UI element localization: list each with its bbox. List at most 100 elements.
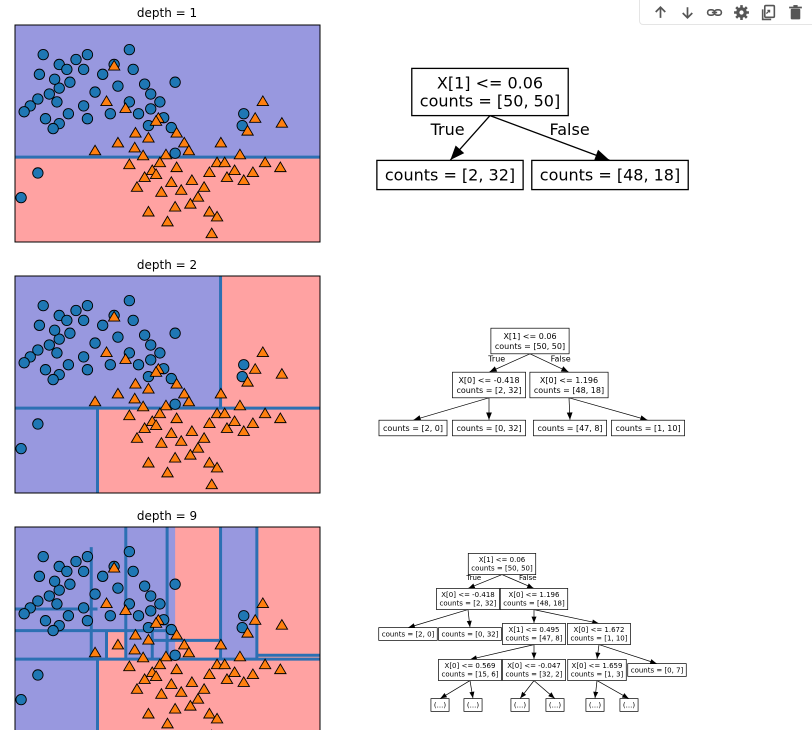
tree-node-text: counts = [1, 10] bbox=[615, 424, 680, 433]
copy-button[interactable] bbox=[758, 2, 779, 23]
point-class-0 bbox=[127, 565, 139, 578]
point-class-1 bbox=[170, 628, 184, 640]
point-class-0 bbox=[154, 96, 166, 108]
move-up-icon bbox=[655, 5, 666, 18]
point-class-1 bbox=[149, 168, 163, 179]
point-class-0 bbox=[32, 669, 44, 681]
point-class-1 bbox=[210, 461, 224, 473]
point-class-1 bbox=[100, 597, 113, 608]
point-class-0 bbox=[47, 624, 59, 637]
point-class-1 bbox=[138, 673, 152, 684]
point-class-1 bbox=[138, 171, 152, 182]
tree-node-text: (...) bbox=[467, 701, 479, 709]
point-class-0 bbox=[61, 565, 73, 578]
tree-edge-arrowhead bbox=[593, 691, 599, 699]
point-class-0 bbox=[77, 314, 90, 327]
tree-node-text: X[0] <= 1.196 bbox=[540, 376, 598, 385]
point-class-1 bbox=[154, 436, 168, 448]
point-class-1 bbox=[141, 131, 155, 143]
region-class-0 bbox=[220, 527, 257, 660]
point-class-1 bbox=[141, 633, 155, 645]
tree-node-text: counts = [0, 7] bbox=[631, 666, 684, 674]
move-up-button[interactable] bbox=[650, 2, 671, 23]
edge-label-false: False bbox=[519, 574, 537, 582]
point-class-0 bbox=[49, 324, 61, 336]
point-class-1 bbox=[202, 417, 216, 429]
point-class-0 bbox=[33, 570, 46, 582]
point-class-1 bbox=[233, 148, 247, 160]
point-class-1 bbox=[141, 456, 155, 468]
point-class-1 bbox=[141, 707, 155, 719]
point-class-1 bbox=[237, 173, 251, 185]
tree-edge-arrowhead bbox=[440, 692, 448, 699]
point-class-1 bbox=[197, 431, 211, 443]
point-class-0 bbox=[238, 359, 250, 371]
point-class-0 bbox=[18, 357, 30, 369]
move-down-button[interactable] bbox=[677, 2, 698, 23]
point-class-0 bbox=[61, 314, 73, 327]
delete-button[interactable] bbox=[785, 2, 806, 23]
point-class-0 bbox=[43, 590, 55, 602]
point-class-0 bbox=[77, 100, 90, 112]
point-class-0 bbox=[81, 113, 94, 125]
tree-edge bbox=[408, 609, 469, 628]
point-class-0 bbox=[132, 359, 145, 371]
point-class-0 bbox=[145, 339, 157, 351]
point-class-0 bbox=[18, 106, 30, 118]
cell-toolbar bbox=[639, 0, 812, 25]
point-class-0 bbox=[169, 578, 181, 590]
point-class-1 bbox=[122, 158, 136, 170]
tree-node-text: counts = [48, 18] bbox=[540, 166, 680, 185]
tree-node-text: X[0] <= 0.569 bbox=[445, 662, 496, 670]
point-class-1 bbox=[159, 650, 173, 662]
tree-edge-arrowhead bbox=[548, 692, 555, 699]
tree-edge-arrowhead bbox=[649, 659, 657, 664]
tree-edge-arrowhead bbox=[594, 149, 610, 161]
point-class-0 bbox=[97, 319, 109, 331]
point-class-1 bbox=[88, 395, 102, 407]
point-class-1 bbox=[246, 417, 260, 429]
point-class-1 bbox=[161, 717, 174, 729]
point-class-1 bbox=[174, 685, 188, 697]
point-class-1 bbox=[161, 215, 174, 227]
link-button[interactable] bbox=[704, 2, 725, 23]
point-class-0 bbox=[53, 333, 65, 345]
link-icon bbox=[706, 8, 723, 16]
point-class-0 bbox=[97, 68, 109, 80]
tree-node: counts = [0, 7] bbox=[627, 663, 687, 677]
plot-frame bbox=[14, 275, 321, 494]
point-class-1 bbox=[107, 561, 121, 573]
point-class-1 bbox=[138, 422, 152, 433]
point-class-0 bbox=[104, 108, 116, 120]
point-class-0 bbox=[127, 63, 139, 76]
point-class-0 bbox=[89, 588, 101, 600]
settings-button[interactable] bbox=[731, 2, 752, 23]
plot-title-depth-9: depth = 9 bbox=[136, 509, 198, 523]
point-class-0 bbox=[145, 590, 157, 602]
point-class-1 bbox=[100, 346, 113, 357]
point-class-0 bbox=[169, 649, 181, 661]
point-class-0 bbox=[145, 103, 157, 115]
point-class-1 bbox=[170, 161, 184, 173]
point-class-0 bbox=[138, 78, 151, 90]
point-class-1 bbox=[128, 377, 142, 389]
tree-node-text: X[0] <= 1.672 bbox=[574, 626, 625, 634]
point-class-0 bbox=[77, 351, 90, 363]
point-class-0 bbox=[145, 354, 157, 366]
point-class-1 bbox=[122, 660, 136, 672]
region-class-0 bbox=[15, 659, 98, 730]
delete-icon bbox=[789, 4, 802, 19]
tree-node: counts = [0, 32] bbox=[452, 419, 526, 437]
plot-frame bbox=[14, 526, 321, 730]
point-class-0 bbox=[169, 147, 181, 159]
point-class-1 bbox=[170, 412, 184, 424]
point-class-1 bbox=[154, 185, 168, 197]
point-class-0 bbox=[37, 550, 49, 563]
point-class-1 bbox=[130, 682, 144, 694]
point-class-0 bbox=[81, 299, 94, 312]
tree-edge bbox=[489, 353, 531, 373]
tree-node-text: (...) bbox=[434, 701, 446, 709]
